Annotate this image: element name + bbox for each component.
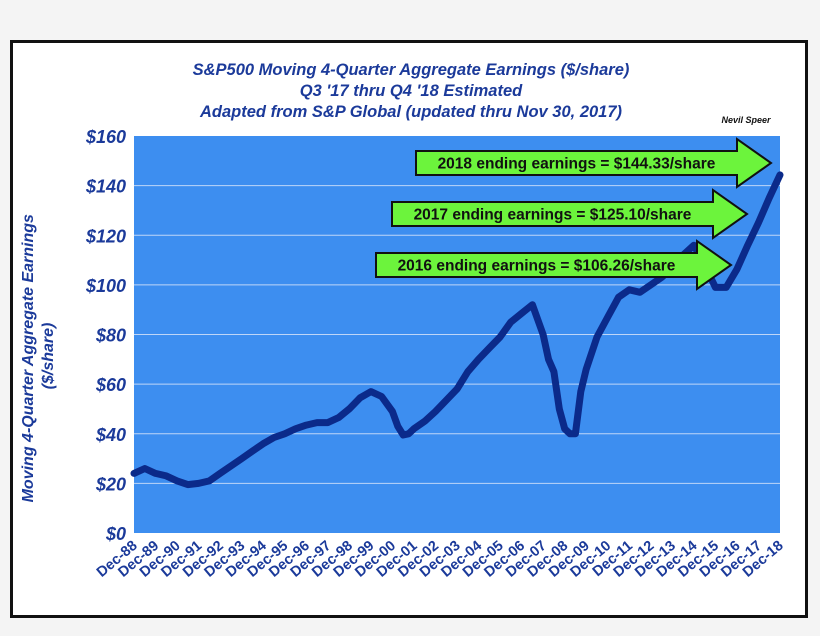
y-axis-label: Moving 4-Quarter Aggregate Earnings ($/s…	[20, 210, 57, 503]
y-tick-label: $60	[95, 375, 126, 395]
annotation-arrow	[375, 239, 733, 291]
author-credit: Nevil Speer	[721, 115, 771, 125]
annotation-arrow	[415, 137, 773, 189]
y-tick-label: $80	[95, 326, 126, 346]
y-tick-label: $0	[105, 524, 126, 544]
y-tick-label: $160	[85, 127, 126, 147]
annotation-text: 2016 ending earnings = $106.26/share	[398, 258, 676, 275]
y-axis-label-line-2: ($/share)	[40, 323, 57, 390]
title-line-2: Q3 '17 thru Q4 '18 Estimated	[300, 82, 523, 100]
annotation-arrow	[391, 188, 749, 240]
y-tick-label: $100	[85, 276, 126, 296]
y-axis-label-line-1: Moving 4-Quarter Aggregate Earnings	[20, 214, 37, 502]
title-line-3: Adapted from S&P Global (updated thru No…	[199, 103, 623, 121]
y-tick-label: $20	[95, 474, 126, 494]
chart-title: S&P500 Moving 4-Quarter Aggregate Earnin…	[193, 61, 771, 125]
y-tick-label: $40	[95, 425, 126, 445]
y-tick-label: $140	[85, 177, 126, 197]
chart-frame: 2018 ending earnings = $144.33/share 2017…	[10, 40, 808, 618]
title-line-1: S&P500 Moving 4-Quarter Aggregate Earnin…	[193, 61, 630, 79]
annotation-text: 2018 ending earnings = $144.33/share	[438, 156, 716, 173]
earnings-line-chart: 2018 ending earnings = $144.33/share 2017…	[20, 61, 787, 581]
y-tick-label: $120	[85, 226, 126, 246]
annotation-text: 2017 ending earnings = $125.10/share	[414, 207, 692, 224]
annotation-arrows: 2018 ending earnings = $144.33/share 2017…	[375, 137, 773, 291]
